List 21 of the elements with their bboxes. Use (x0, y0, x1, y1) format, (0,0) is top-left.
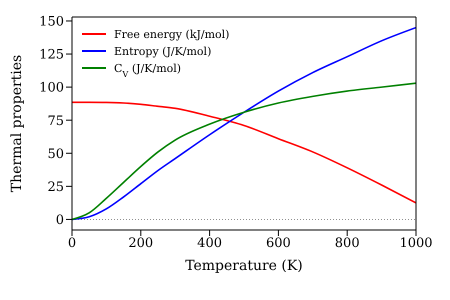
x-tick-label: 800 (334, 236, 360, 252)
y-tick-label: 50 (47, 146, 64, 162)
line-series (72, 26, 416, 220)
line-series (72, 82, 416, 220)
y-tick-label: 25 (47, 180, 64, 195)
x-tick-label: 200 (128, 236, 154, 252)
legend-label: C$_{V}$ (J/K/mol) (114, 62, 182, 79)
y-axis-title: Thermal properties (8, 54, 25, 192)
legend-label: Free energy (kJ/mol) (114, 28, 230, 41)
x-tick-label: 400 (197, 236, 222, 252)
y-tick-label: 75 (47, 114, 64, 129)
legend-label: Entropy (J/K/mol) (114, 45, 212, 58)
x-axis-title: Temperature (K) (185, 258, 303, 274)
x-tick-label: 0 (68, 236, 76, 252)
y-tick-label: 150 (39, 14, 64, 30)
x-tick-label: 600 (266, 236, 291, 252)
y-tick-label: 0 (56, 213, 64, 228)
line-series (72, 102, 416, 204)
y-tick-label: 125 (39, 48, 64, 63)
y-tick-label: 100 (39, 80, 64, 96)
x-tick-label: 1000 (399, 236, 433, 252)
